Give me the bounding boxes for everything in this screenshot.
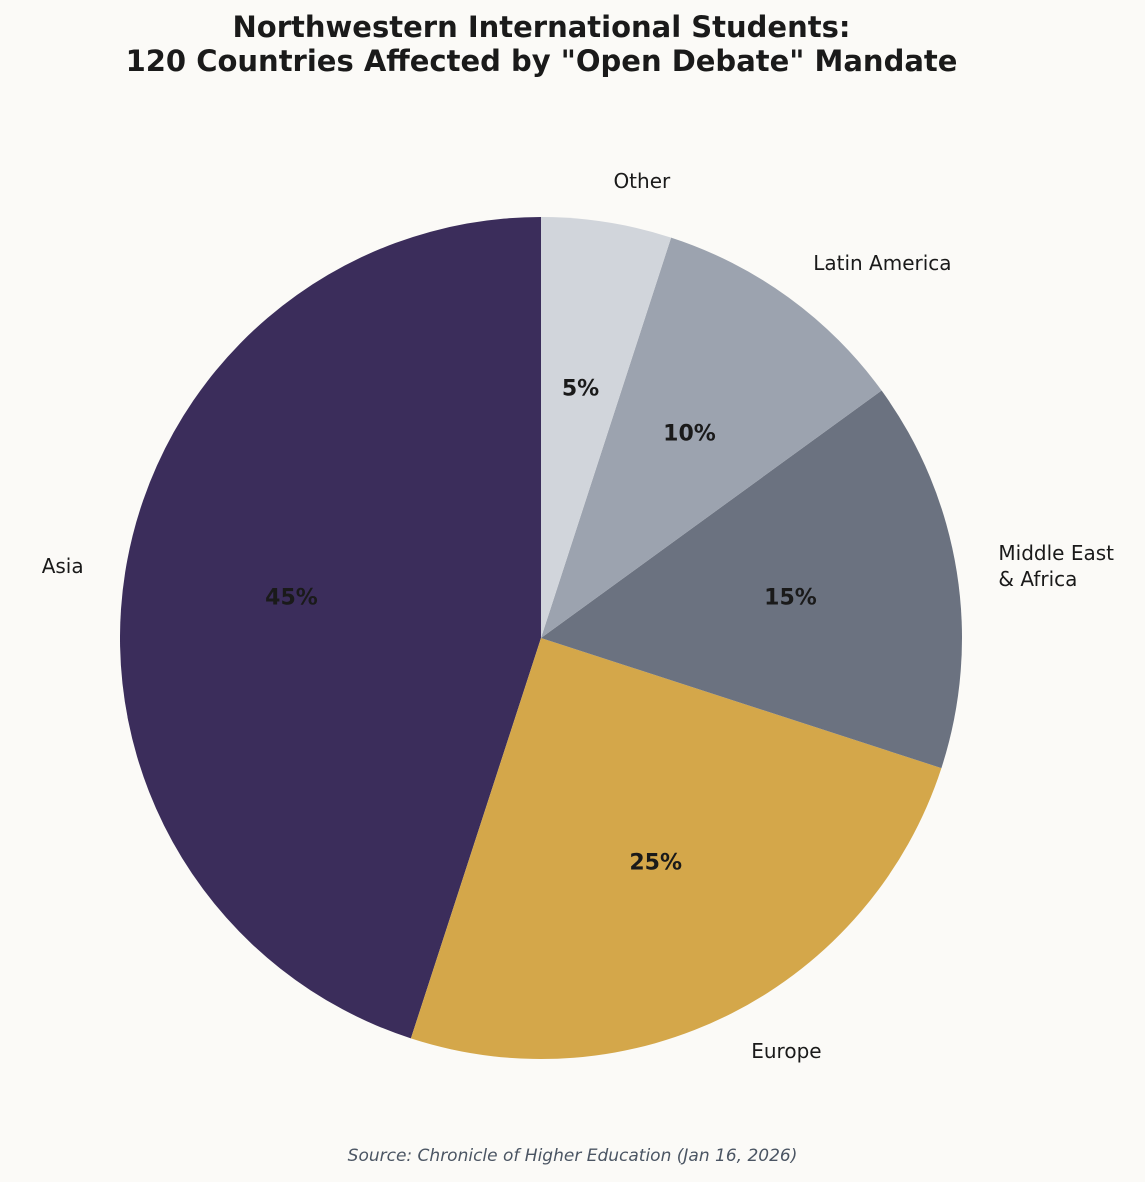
- value-label: 25%: [629, 850, 683, 876]
- pie-slice: [541, 237, 882, 638]
- category-label: Other: [613, 168, 671, 193]
- chart-title: Northwestern International Students: 120…: [125, 10, 958, 78]
- value-label: 45%: [265, 585, 318, 611]
- category-label: Asia: [41, 553, 84, 578]
- category-label: Europe: [751, 1038, 822, 1063]
- pie-slice: [410, 638, 942, 1059]
- source-note: Source: Chronicle of Higher Education (J…: [347, 1146, 798, 1166]
- value-label: 10%: [663, 421, 716, 447]
- pie-slice: [120, 217, 542, 1039]
- category-label: Middle East & Africa: [998, 540, 1114, 591]
- pie-slice: [541, 217, 672, 638]
- category-label: Latin America: [813, 251, 952, 276]
- value-label: 5%: [561, 376, 600, 401]
- value-label: 15%: [764, 585, 817, 611]
- pie-slice: [541, 390, 963, 769]
